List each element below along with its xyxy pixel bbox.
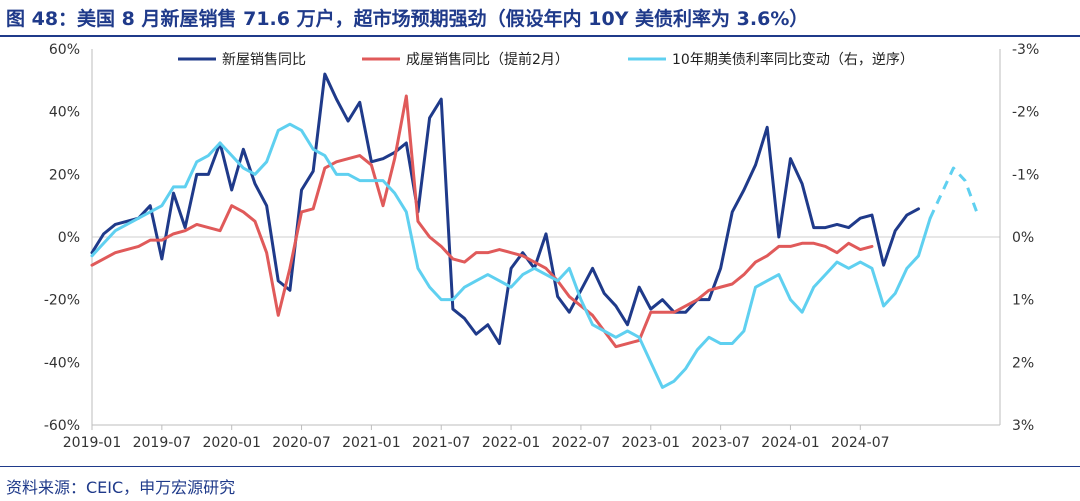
- y-left-tick-label: 0%: [58, 230, 80, 246]
- y-left-tick-label: 20%: [49, 167, 80, 183]
- axes: 60% 40% 20% 0% -20% -40% -60% -3% -2% -1% 0% 1% 2% 3%…: [44, 42, 1039, 451]
- x-tick-label: 2024-07: [831, 435, 890, 451]
- series-line-2: [90, 94, 874, 349]
- y-left-tick-label: -40%: [44, 355, 80, 371]
- series-line-3: [90, 122, 932, 389]
- line-chart: 60% 40% 20% 0% -20% -40% -60% -3% -2% -1% 0% 1% 2% 3%…: [44, 42, 1039, 451]
- y-right-tick-label: -1%: [1012, 167, 1039, 183]
- x-tick-label: 2019-07: [133, 435, 192, 451]
- y-right-tick-label: 1%: [1012, 293, 1034, 309]
- x-tick-label: 2020-07: [272, 435, 331, 451]
- chart-title: 图 48：美国 8 月新屋销售 71.6 万户，超市场预期强劲（假设年内 10Y…: [6, 8, 809, 30]
- footer-divider: [0, 466, 1080, 467]
- y-right-tick-label: -3%: [1012, 42, 1039, 58]
- x-tick-label: 2023-01: [622, 435, 681, 451]
- legend: 新屋销售同比 成屋销售同比（提前2月） 10年期美债利率同比变动（右，逆序）: [178, 51, 914, 68]
- x-tick-label: 2023-07: [691, 435, 750, 451]
- series-projection-line-3: [928, 166, 979, 219]
- x-tick-label: 2019-01: [63, 435, 122, 451]
- y-right-tick-label: 0%: [1012, 230, 1034, 246]
- x-tick-label: 2024-01: [761, 435, 820, 451]
- legend-label-2: 成屋销售同比（提前2月）: [406, 51, 569, 68]
- legend-label-1: 新屋销售同比: [222, 52, 306, 68]
- x-tick-label: 2020-01: [202, 435, 261, 451]
- series-layer: [90, 72, 979, 389]
- source-note: 资料来源：CEIC，申万宏源研究: [6, 478, 236, 497]
- x-tick-label: 2021-01: [342, 435, 401, 451]
- y-right-tick-label: 2%: [1012, 355, 1034, 371]
- y-left-tick-label: 40%: [49, 105, 80, 121]
- series-line-1: [90, 72, 921, 346]
- x-tick-label: 2022-01: [482, 435, 541, 451]
- y-left-tick-label: -60%: [44, 418, 80, 434]
- y-right-tick-label: -2%: [1012, 105, 1039, 121]
- x-tick-label: 2021-07: [412, 435, 471, 451]
- y-left-tick-label: -20%: [44, 293, 80, 309]
- title-divider: [0, 35, 1080, 37]
- x-tick-label: 2022-07: [552, 435, 611, 451]
- y-left-tick-label: 60%: [49, 42, 80, 58]
- legend-label-3: 10年期美债利率同比变动（右，逆序）: [672, 51, 914, 68]
- y-right-tick-label: 3%: [1012, 418, 1034, 434]
